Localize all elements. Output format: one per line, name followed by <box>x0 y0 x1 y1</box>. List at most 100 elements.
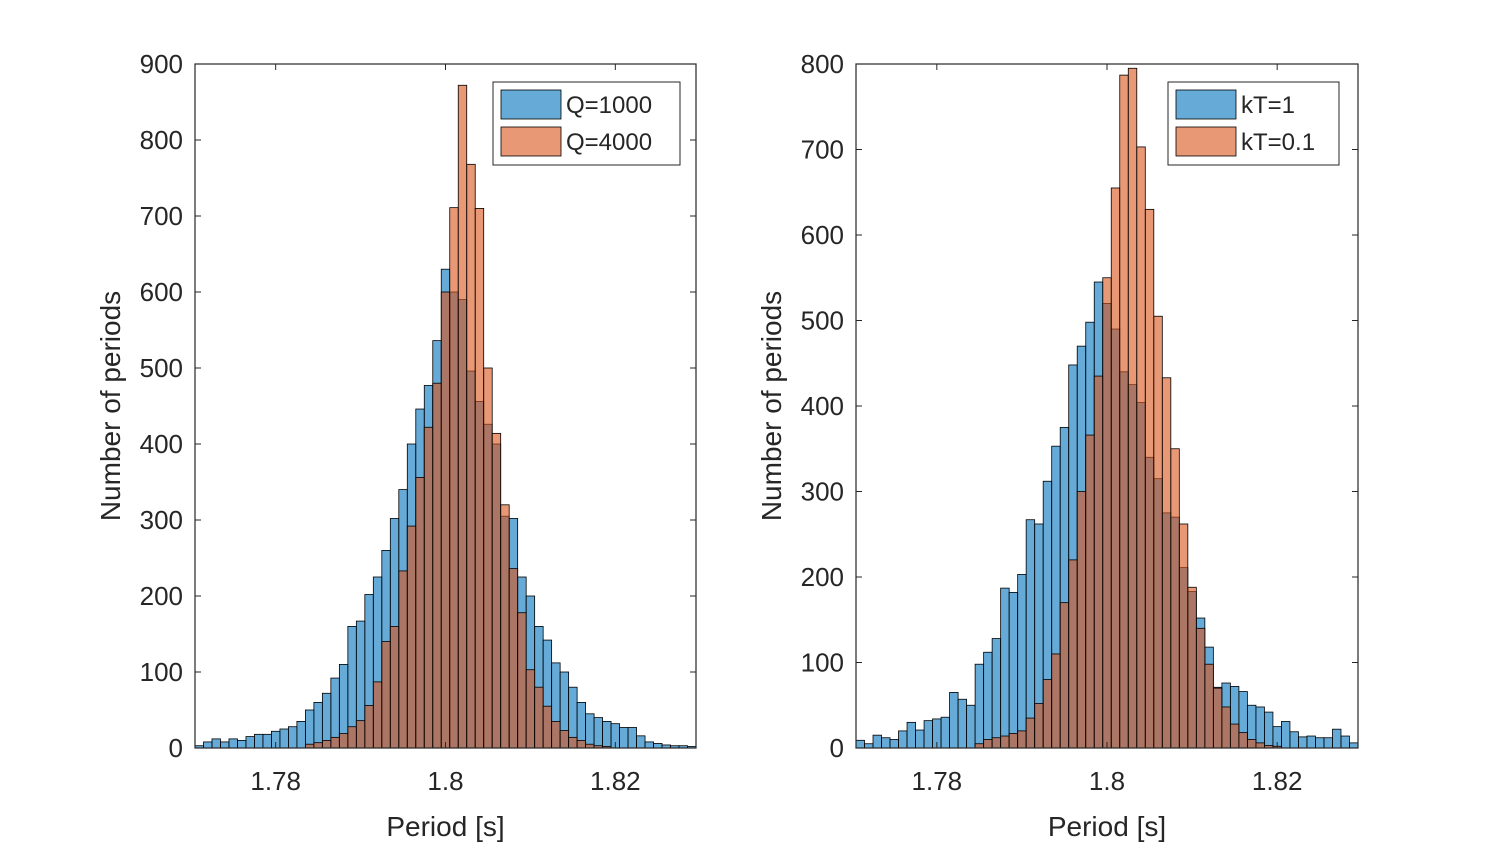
right-bar <box>855 739 865 749</box>
left-ytick-label: 700 <box>140 201 183 231</box>
right-bar <box>1212 687 1223 749</box>
left-ytick-label: 900 <box>140 49 183 79</box>
right-bar <box>983 739 993 749</box>
right-bar <box>1136 146 1146 749</box>
right-bar <box>974 663 985 749</box>
right-bar <box>1034 703 1044 749</box>
left-xtick-label: 1.82 <box>590 766 641 796</box>
left-bar <box>313 742 323 749</box>
left-bar <box>440 291 451 749</box>
right-bar <box>1153 315 1163 749</box>
right-bar <box>1119 74 1129 749</box>
right-bar <box>1255 742 1265 749</box>
left-bar <box>389 626 400 749</box>
left-bar <box>449 207 459 749</box>
left-bar <box>321 692 332 749</box>
right-bar <box>991 638 1002 749</box>
right-ytick-label: 700 <box>801 135 844 165</box>
right-bar <box>889 739 899 749</box>
right-xtick-label: 1.82 <box>1252 766 1303 796</box>
right-bar <box>1187 586 1197 749</box>
left-bar <box>542 705 553 749</box>
right-bar <box>1025 717 1036 749</box>
left-bar <box>254 733 264 749</box>
left-bar <box>406 525 417 749</box>
left-bar <box>627 727 637 749</box>
right-legend-swatch-kt1 <box>1175 89 1237 120</box>
left-bar <box>415 477 425 749</box>
right-xtick-label: 1.78 <box>912 766 963 796</box>
left-bar <box>585 713 595 749</box>
left-bar <box>534 686 544 749</box>
left-bar <box>474 207 485 749</box>
right-bar <box>1255 706 1265 749</box>
left-bar <box>593 717 603 749</box>
left-ytick-label: 0 <box>169 733 183 763</box>
right-bar <box>1127 67 1138 749</box>
left-bar <box>653 743 663 749</box>
right-bar <box>1008 733 1019 749</box>
left-bar <box>211 738 221 749</box>
right-bar <box>983 651 993 749</box>
left-bar <box>237 740 247 749</box>
right-bar <box>1076 491 1087 749</box>
right-legend: kT=1 kT=0.1 <box>1167 81 1340 166</box>
left-x-axis-label: Period [s] <box>386 811 504 842</box>
left-bar <box>279 728 289 749</box>
right-bar <box>1332 728 1342 749</box>
right-bar <box>1059 602 1070 749</box>
left-xtick-label: 1.8 <box>427 766 463 796</box>
right-bar <box>1306 735 1316 749</box>
left-legend: Q=1000 Q=4000 <box>492 81 681 166</box>
left-bar <box>321 740 332 749</box>
right-bar <box>1144 208 1155 749</box>
right-bar <box>1042 679 1053 749</box>
right-bar <box>1051 653 1061 749</box>
left-legend-label-q1000: Q=1000 <box>566 92 652 119</box>
right-bar <box>1102 277 1112 749</box>
right-bar <box>923 720 933 749</box>
right-ytick-label: 100 <box>801 648 844 678</box>
left-bar <box>288 726 298 749</box>
left-ytick-label: 100 <box>140 657 183 687</box>
left-bar <box>262 733 272 749</box>
left-legend-label-q4000: Q=4000 <box>566 129 652 156</box>
right-bar <box>1017 730 1027 749</box>
left-bar <box>203 741 213 749</box>
right-bar <box>906 721 916 749</box>
right-bar <box>915 729 925 749</box>
right-ytick-label: 300 <box>801 477 844 507</box>
left-bar <box>228 738 238 749</box>
left-bar <box>559 730 570 749</box>
right-bar <box>1246 739 1257 749</box>
left-bar <box>296 721 306 749</box>
left-legend-swatch-q1000 <box>500 89 562 120</box>
left-bar <box>338 733 349 749</box>
right-bar <box>1281 721 1291 749</box>
left-bar <box>636 735 646 749</box>
right-bar <box>1025 519 1036 749</box>
right-ytick-label: 0 <box>830 733 844 763</box>
right-bar <box>1289 731 1299 749</box>
right-bar <box>1221 706 1231 749</box>
right-x-axis-label: Period [s] <box>1048 811 1166 842</box>
left-bar <box>619 727 629 749</box>
right-legend-label-kt1: kT=1 <box>1241 92 1295 119</box>
right-bar <box>898 730 908 749</box>
left-bar <box>245 736 255 749</box>
right-bar <box>949 692 959 749</box>
right-bar <box>991 737 1002 749</box>
left-bar <box>602 721 612 749</box>
right-bar <box>1170 448 1180 749</box>
right-bar <box>966 704 976 749</box>
left-bar <box>508 568 519 749</box>
right-bar <box>1000 735 1010 749</box>
right-bar <box>957 698 968 749</box>
left-bar <box>551 721 561 749</box>
left-bar <box>500 504 510 749</box>
left-ytick-label: 800 <box>140 125 183 155</box>
left-ytick-label: 600 <box>140 277 183 307</box>
left-ytick-label: 300 <box>140 505 183 535</box>
right-bar <box>1264 711 1274 749</box>
